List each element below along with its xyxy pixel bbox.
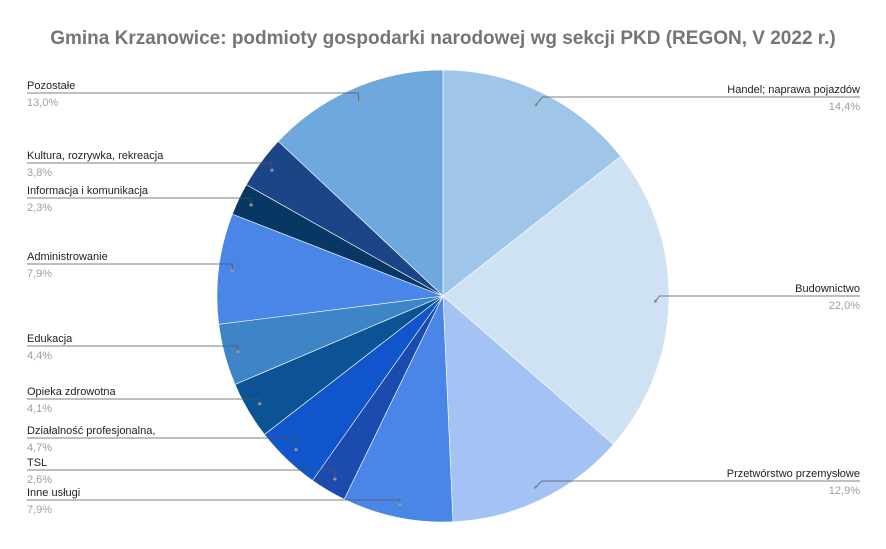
slice-percent: 2,3% bbox=[27, 202, 52, 214]
leader-line bbox=[27, 469, 336, 479]
pie-slice bbox=[442, 69, 622, 297]
slice-percent: 12,9% bbox=[829, 485, 860, 497]
slice-label: Edukacja bbox=[27, 333, 73, 345]
pie-slice bbox=[442, 155, 670, 445]
slice-percent: 13,0% bbox=[27, 97, 58, 109]
slice-percent: 14,4% bbox=[829, 101, 860, 113]
slice-percent: 7,9% bbox=[27, 504, 52, 516]
leader-line bbox=[535, 96, 860, 106]
pie-slice bbox=[216, 213, 444, 325]
slice-label: Pozostałe bbox=[27, 80, 75, 92]
slice-label: Opieka zdrowotna bbox=[27, 386, 117, 398]
chart-title: Gmina Krzanowice: podmioty gospodarki na… bbox=[50, 28, 836, 49]
slice-label: Budownictwo bbox=[795, 283, 860, 295]
slice-percent: 4,1% bbox=[27, 403, 52, 415]
pie-slice bbox=[442, 295, 614, 523]
leader-line bbox=[27, 437, 297, 450]
slice-percent: 4,7% bbox=[27, 442, 52, 454]
slice-percent: 2,6% bbox=[27, 474, 52, 486]
pie-labels: Handel; naprawa pojazdów 14,4% Budownictwo… bbox=[27, 80, 860, 516]
leader-line bbox=[27, 499, 401, 504]
slice-label: Handel; naprawa pojazdów bbox=[727, 84, 860, 96]
slice-label: Kultura, rozrywka, rekreacja bbox=[27, 150, 164, 162]
slice-label: Informacja i komunikacja bbox=[27, 185, 149, 197]
leader-line bbox=[27, 162, 273, 171]
slice-label: Przetwórstwo przemysłowe bbox=[727, 468, 860, 480]
leader-line bbox=[655, 295, 860, 302]
slice-label: Działalność profesjonalna, bbox=[27, 425, 155, 437]
slice-percent: 7,9% bbox=[27, 268, 52, 280]
slice-label: Inne usługi bbox=[27, 487, 80, 499]
leader-line bbox=[535, 480, 860, 488]
pie-slice bbox=[277, 69, 444, 297]
leader-line bbox=[27, 263, 233, 270]
leader-line bbox=[27, 345, 239, 352]
slice-percent: 3,8% bbox=[27, 167, 52, 179]
leader-line bbox=[27, 92, 359, 101]
pie-slices bbox=[216, 69, 670, 523]
slice-percent: 4,4% bbox=[27, 350, 52, 362]
slice-label: TSL bbox=[27, 457, 47, 469]
leader-line bbox=[27, 398, 261, 404]
slice-label: Administrowanie bbox=[27, 251, 108, 263]
slice-percent: 22,0% bbox=[829, 300, 860, 312]
leader-line bbox=[27, 197, 252, 205]
